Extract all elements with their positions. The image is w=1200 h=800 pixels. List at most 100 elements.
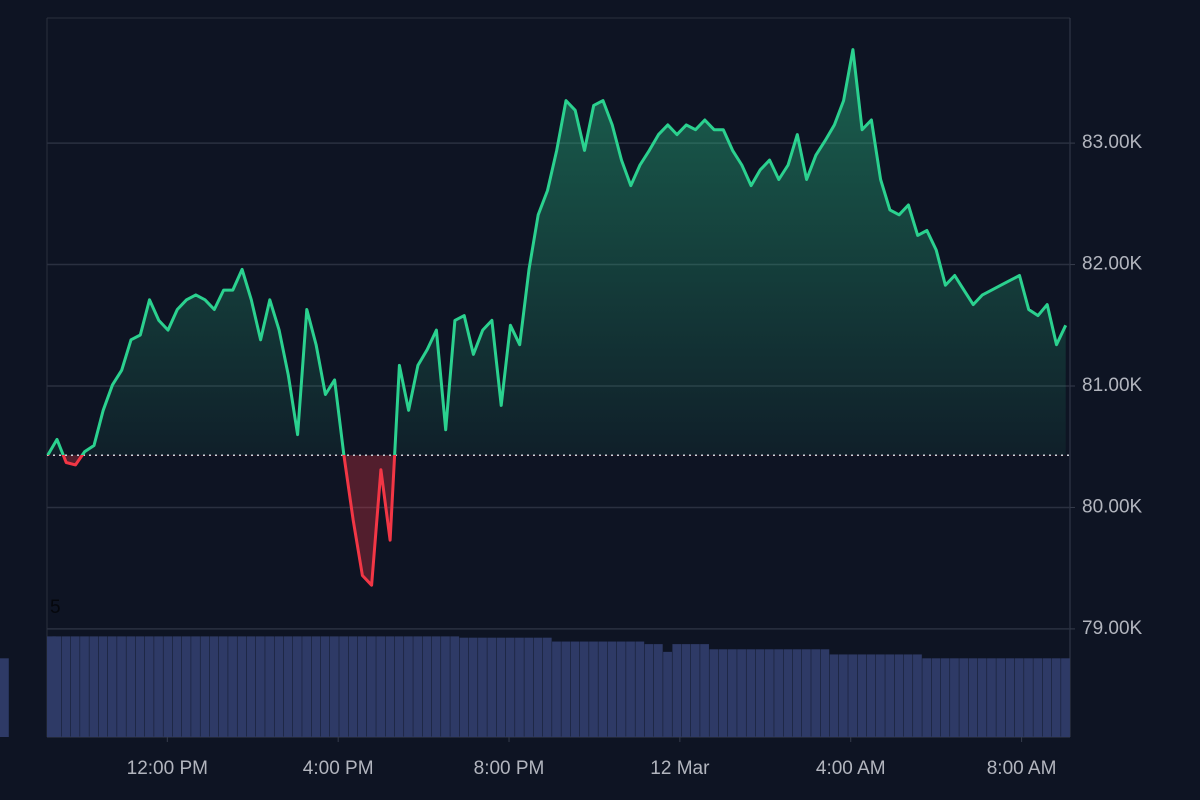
volume-bar — [70, 636, 80, 737]
volume-bar — [1042, 658, 1052, 737]
volume-bar — [404, 636, 413, 737]
volume-bar — [820, 649, 830, 737]
volume-bar — [783, 649, 793, 737]
volume-bar — [663, 651, 672, 737]
volume-bar — [366, 636, 376, 737]
volume-bar — [0, 658, 9, 737]
x-tick-label: 4:00 PM — [303, 758, 374, 779]
volume-bar — [1033, 658, 1043, 737]
volume-bar — [302, 636, 312, 737]
volume-bar — [1061, 658, 1070, 737]
volume-bar — [487, 637, 497, 737]
volume-bar — [468, 637, 478, 737]
volume-bar — [394, 636, 404, 737]
volume-bar — [1024, 658, 1033, 737]
volume-bar — [681, 644, 691, 737]
volume-bar — [764, 649, 774, 737]
volume-bar — [561, 641, 571, 737]
volume-bar — [913, 654, 922, 737]
y-tick-label: 79.00K — [1082, 618, 1143, 639]
volume-bar — [903, 654, 913, 737]
volume-bar — [755, 649, 765, 737]
volume-scale-label: 5 — [50, 597, 61, 618]
volume-bar — [98, 636, 108, 737]
volume-bar — [1014, 658, 1024, 737]
volume-bar — [589, 641, 598, 737]
volume-bar — [376, 636, 386, 737]
volume-bar — [968, 658, 978, 737]
volume-bar — [838, 654, 848, 737]
volume-bar — [126, 636, 136, 737]
volume-bar — [200, 636, 210, 737]
volume-bar — [505, 637, 515, 737]
volume-bar — [348, 636, 358, 737]
volume-bar — [320, 636, 330, 737]
volume-bar — [478, 637, 487, 737]
volume-bar — [959, 658, 969, 737]
x-tick-label: 12 Mar — [650, 758, 710, 779]
volume-bar — [496, 637, 506, 737]
volume-bar — [265, 636, 274, 737]
volume-bar — [552, 641, 561, 737]
volume-bar — [255, 636, 265, 737]
volume-bar — [172, 636, 182, 737]
volume-bar — [801, 649, 811, 737]
volume-bar — [292, 636, 302, 737]
volume-bar — [977, 658, 987, 737]
volume-bar — [876, 654, 885, 737]
volume-bar — [635, 641, 645, 737]
volume-bar — [422, 636, 432, 737]
volume-bar — [616, 641, 626, 737]
price-line — [46, 48, 1068, 587]
volume-bar — [829, 654, 839, 737]
volume-bar — [80, 636, 89, 737]
volume-bar — [746, 649, 756, 737]
volume-bar — [47, 636, 56, 737]
volume-bar — [1051, 658, 1061, 737]
volume-bar — [431, 636, 441, 737]
volume-bar — [441, 636, 450, 737]
volume-bar — [450, 636, 460, 737]
y-tick-label: 83.00K — [1082, 132, 1143, 153]
volume-bar — [866, 654, 876, 737]
volume-bar — [792, 649, 802, 737]
volume-bar — [228, 636, 237, 737]
volume-bar — [940, 658, 950, 737]
x-tick-label: 8:00 AM — [987, 758, 1057, 779]
volume-bar — [737, 649, 746, 737]
volume-bar — [653, 644, 663, 737]
volume-bar — [579, 641, 589, 737]
volume-bar — [515, 637, 524, 737]
volume-bar — [1005, 658, 1015, 737]
volume-bar — [237, 636, 247, 737]
volume-bar — [385, 636, 395, 737]
area — [47, 49, 1066, 586]
volume-bar — [135, 636, 145, 737]
volume-bar — [857, 654, 867, 737]
volume-bar — [626, 641, 635, 737]
volume-bar — [117, 636, 126, 737]
volume-bar — [89, 636, 99, 737]
volume-bar — [459, 637, 469, 737]
volume-bar — [885, 654, 895, 737]
volume-bar — [727, 649, 737, 737]
volume-bar — [700, 644, 709, 737]
volume-bar — [542, 637, 552, 737]
volume-bar — [246, 636, 256, 737]
volume-bar — [950, 658, 959, 737]
volume-bar — [848, 654, 858, 737]
volume-bar — [154, 636, 163, 737]
volume-bar — [690, 644, 700, 737]
volume-bar — [987, 658, 996, 737]
x-tick-label: 12:00 PM — [127, 758, 208, 779]
volume-bar — [709, 649, 719, 737]
volume-bar — [357, 636, 367, 737]
volume-bar — [283, 636, 293, 737]
volume-bar — [181, 636, 191, 737]
volume-bar — [144, 636, 154, 737]
volume-bar — [931, 658, 941, 737]
volume-bar — [533, 637, 543, 737]
volume-bar — [107, 636, 117, 737]
volume-bar — [61, 636, 71, 737]
